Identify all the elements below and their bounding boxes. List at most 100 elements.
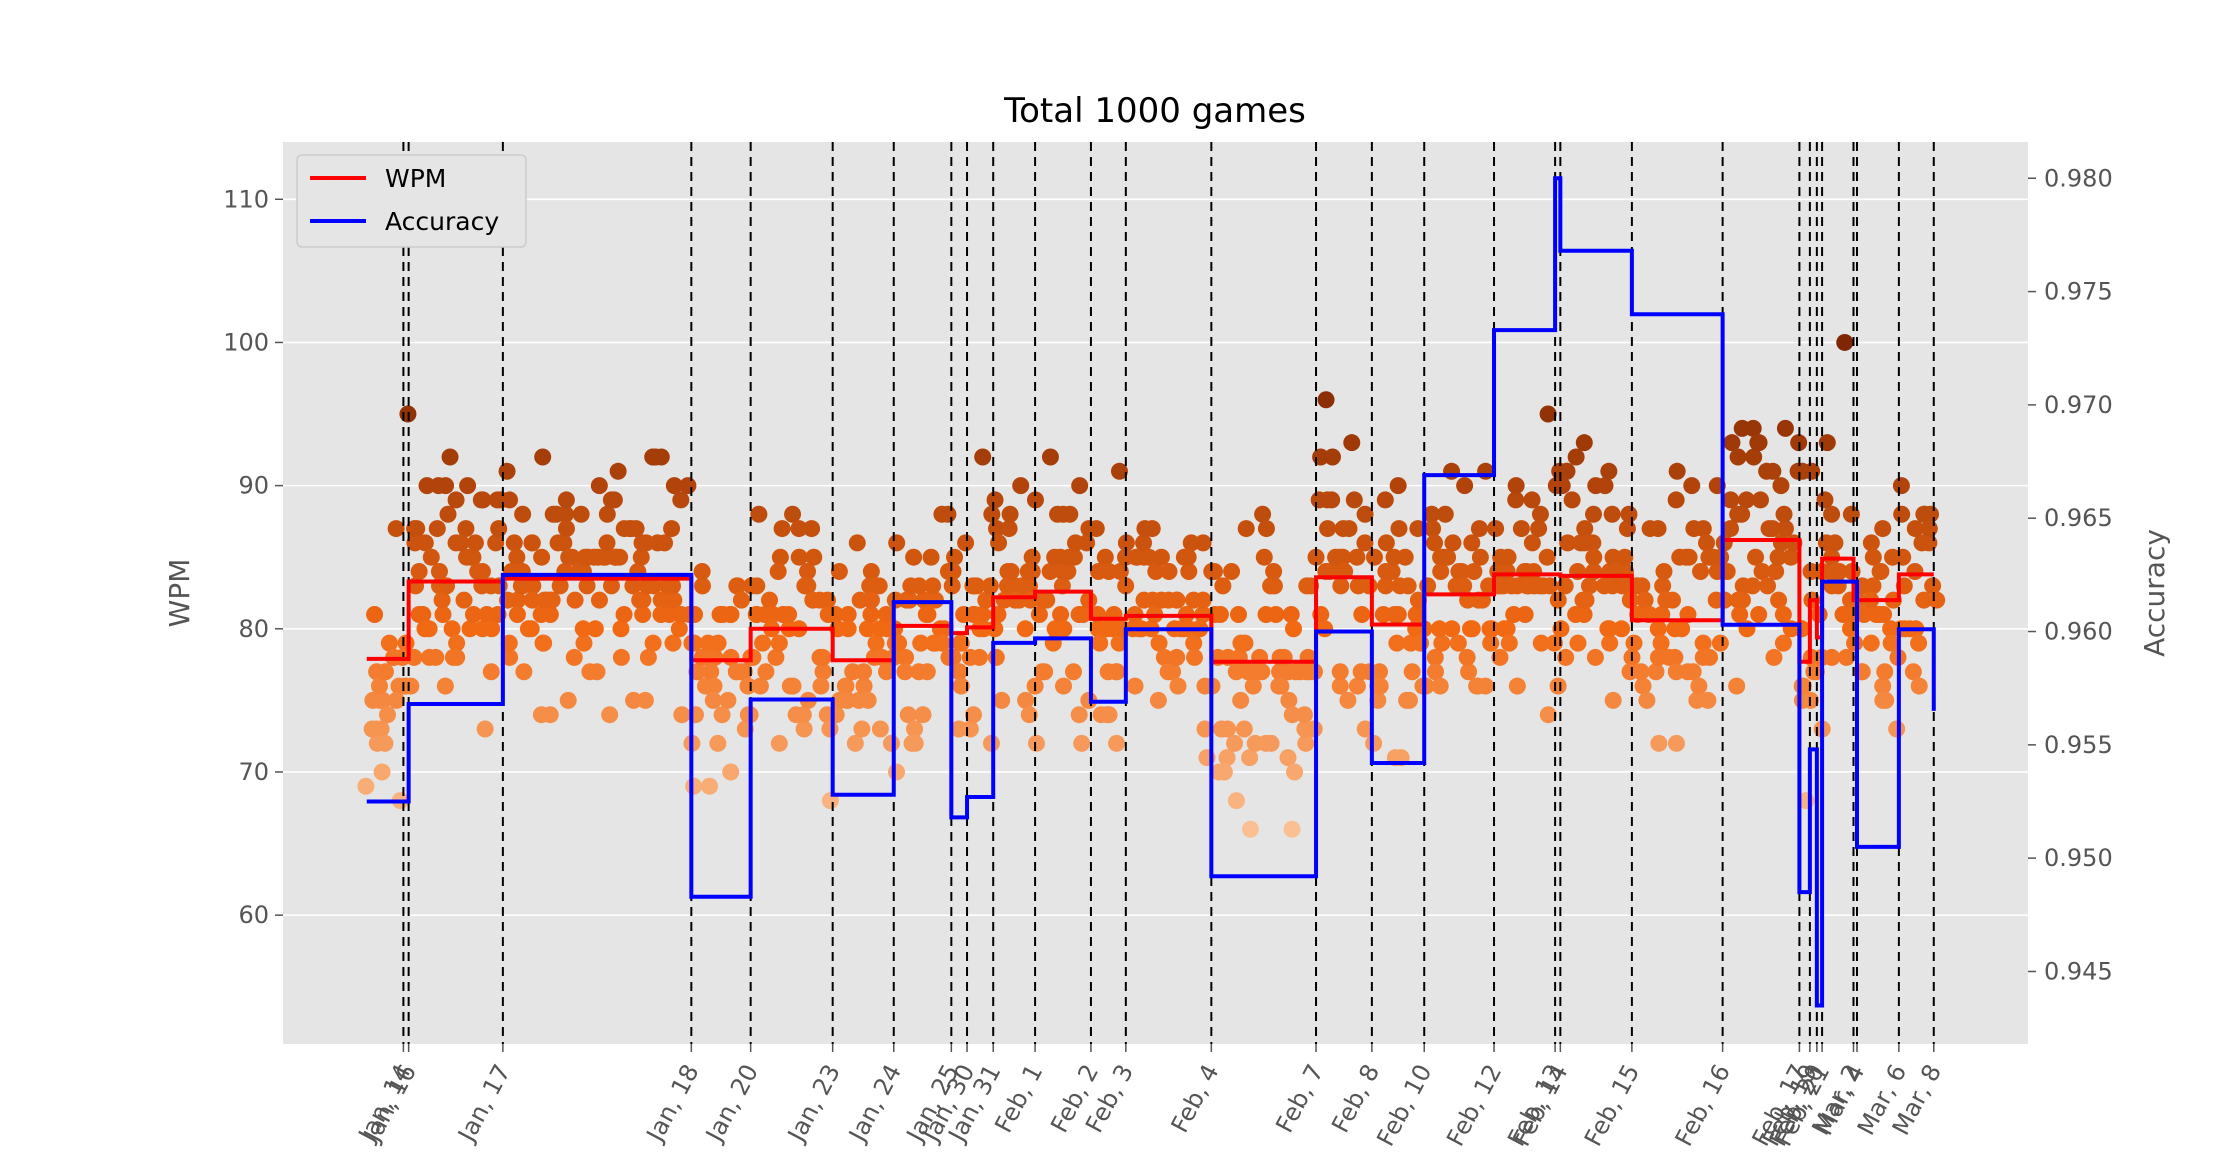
game-point	[1087, 520, 1105, 538]
game-point	[906, 734, 924, 752]
game-point	[1426, 534, 1444, 552]
game-point	[632, 548, 650, 566]
game-point	[1584, 534, 1602, 552]
game-point	[1419, 577, 1437, 595]
game-point	[1096, 548, 1114, 566]
game-point	[702, 663, 720, 681]
game-point	[1140, 548, 1158, 566]
game-point	[397, 634, 415, 652]
game-point	[1749, 434, 1767, 452]
game-point	[790, 520, 808, 538]
game-point	[1567, 448, 1585, 466]
game-point	[713, 706, 731, 724]
game-point	[1600, 620, 1618, 638]
game-point	[1143, 520, 1161, 538]
game-point	[1423, 505, 1441, 523]
game-point	[376, 734, 394, 752]
game-point	[1286, 763, 1304, 781]
game-point	[838, 691, 856, 709]
game-point	[1864, 548, 1882, 566]
game-point	[1071, 477, 1089, 495]
game-point	[1465, 563, 1483, 581]
game-point	[1463, 534, 1481, 552]
game-point	[1654, 577, 1672, 595]
game-point	[1698, 534, 1716, 552]
game-point	[586, 620, 604, 638]
game-point	[1180, 563, 1198, 581]
game-point	[1776, 520, 1794, 538]
game-point	[1376, 491, 1394, 509]
y2-tick-label: 0.965	[2044, 504, 2113, 532]
game-point	[1906, 520, 1924, 538]
game-point	[1439, 548, 1457, 566]
game-point	[952, 677, 970, 695]
game-point	[1427, 663, 1445, 681]
game-point	[672, 491, 690, 509]
game-point	[1185, 634, 1203, 652]
game-point	[508, 548, 526, 566]
game-point	[871, 720, 889, 738]
game-point	[1307, 548, 1325, 566]
x-tick-label: Feb, 12	[1441, 1060, 1507, 1151]
game-point	[1283, 706, 1301, 724]
game-point	[1026, 491, 1044, 509]
y-tick-label: 70	[238, 758, 269, 786]
game-point	[1340, 520, 1358, 538]
game-point	[1371, 663, 1389, 681]
game-point	[1893, 505, 1911, 523]
game-point	[1694, 520, 1712, 538]
y2-tick-label: 0.980	[2044, 164, 2113, 192]
game-point	[1295, 706, 1313, 724]
game-point	[722, 763, 740, 781]
game-point	[1241, 749, 1259, 767]
game-point	[1722, 491, 1740, 509]
game-point	[918, 663, 936, 681]
game-point	[1253, 663, 1271, 681]
game-point	[578, 577, 596, 595]
game-point	[728, 577, 746, 595]
game-point	[858, 620, 876, 638]
game-point	[1383, 563, 1401, 581]
game-point	[1196, 720, 1214, 738]
game-point	[1211, 605, 1229, 623]
game-point	[705, 677, 723, 695]
game-point	[541, 706, 559, 724]
game-point	[1065, 548, 1083, 566]
game-point	[1332, 577, 1350, 595]
game-point	[514, 505, 532, 523]
x-tick-label: Feb, 8	[1326, 1060, 1385, 1138]
game-point	[609, 462, 627, 480]
game-point	[1625, 634, 1643, 652]
game-point	[751, 677, 769, 695]
game-point	[905, 548, 923, 566]
game-point	[760, 591, 778, 609]
game-point	[990, 534, 1008, 552]
legend-wpm-label: WPM	[385, 164, 446, 193]
game-point	[846, 734, 864, 752]
game-point	[1888, 720, 1906, 738]
game-point	[1070, 706, 1088, 724]
game-point	[673, 706, 691, 724]
game-point	[656, 534, 674, 552]
game-point	[1150, 634, 1168, 652]
game-point	[543, 591, 561, 609]
x-tick-label: Jan, 16	[357, 1060, 422, 1148]
game-point	[523, 534, 541, 552]
game-point	[1744, 419, 1762, 437]
game-point	[1487, 520, 1505, 538]
game-point	[773, 520, 791, 538]
game-point	[1603, 505, 1621, 523]
game-point	[370, 677, 388, 695]
game-point	[1424, 520, 1442, 538]
game-point	[482, 663, 500, 681]
game-point	[462, 548, 480, 566]
game-point	[870, 577, 888, 595]
game-point	[1149, 691, 1167, 709]
game-point	[754, 634, 772, 652]
legend-accuracy-label: Accuracy	[385, 207, 499, 236]
game-point	[1012, 477, 1030, 495]
game-point	[464, 605, 482, 623]
game-point	[912, 634, 930, 652]
game-point	[1483, 620, 1501, 638]
game-point	[709, 734, 727, 752]
